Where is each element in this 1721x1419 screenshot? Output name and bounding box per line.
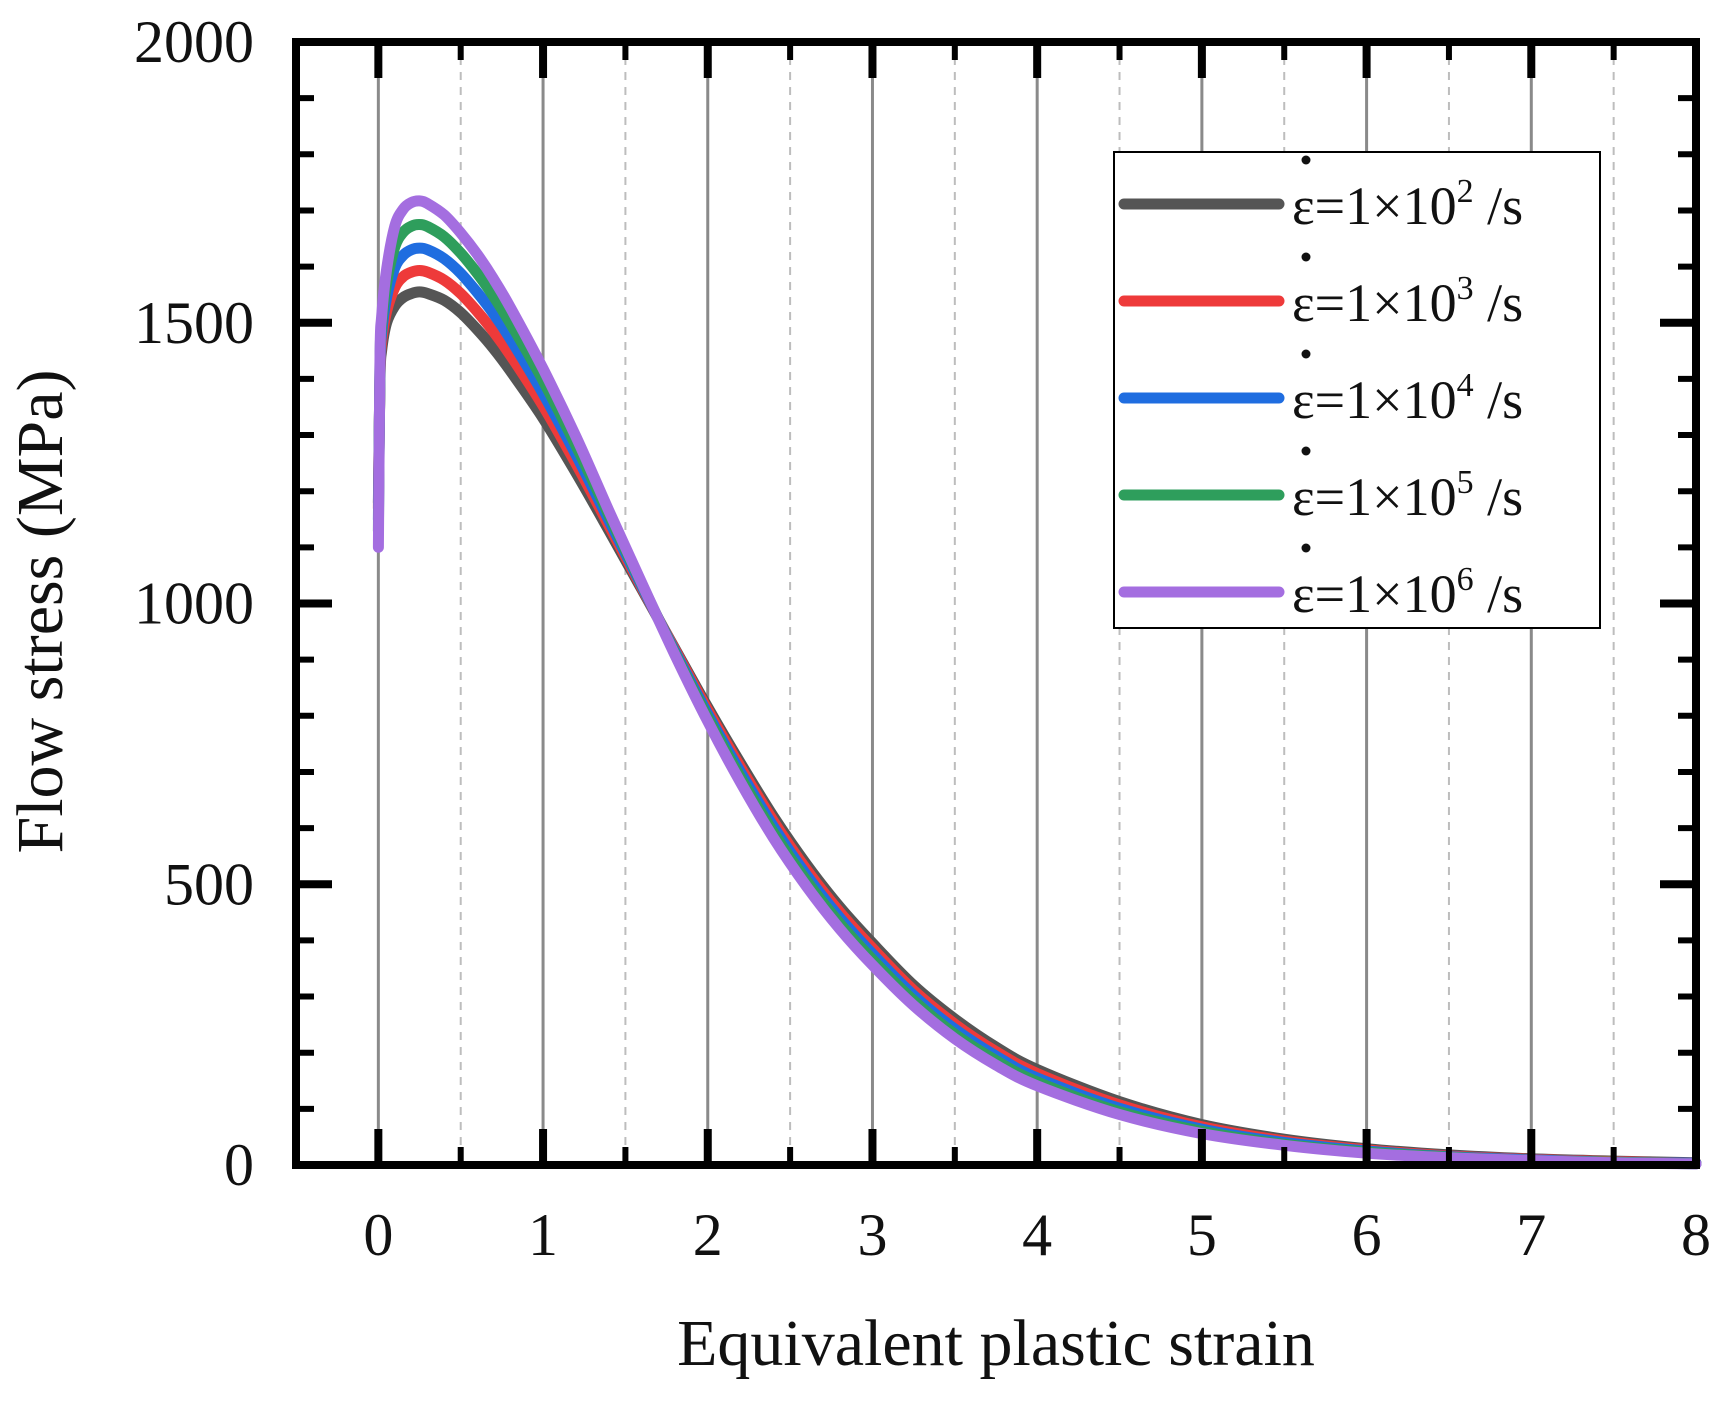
tick-labels: 0 1 2 3 4 5 6 7 8 0 500 1000 1500 2000: [134, 9, 1711, 1268]
x-tick-label: 6: [1352, 1202, 1382, 1268]
legend-label-1: ε=1×102 /s: [1292, 173, 1523, 236]
legend-label-prefix: ε=1×10: [1292, 176, 1457, 236]
y-tick-label: 0: [224, 1132, 254, 1198]
legend-label-exponent: 3: [1457, 270, 1474, 307]
legend-label-unit: /s: [1474, 564, 1524, 624]
legend-rate-dot: [1301, 446, 1311, 456]
legend-label-exponent: 5: [1457, 464, 1474, 501]
y-tick-label: 1000: [134, 571, 254, 637]
legend-label-prefix: ε=1×10: [1292, 273, 1457, 333]
x-tick-label: 7: [1516, 1202, 1546, 1268]
y-tick-label: 500: [164, 851, 254, 917]
x-tick-label: 4: [1022, 1202, 1052, 1268]
legend-label-3: ε=1×104 /s: [1292, 367, 1523, 430]
legend-rate-dot: [1301, 252, 1311, 262]
y-tick-label: 1500: [134, 290, 254, 356]
legend-label-5: ε=1×106 /s: [1292, 561, 1523, 624]
x-tick-label: 2: [693, 1202, 723, 1268]
x-axis-title: Equivalent plastic strain: [677, 1307, 1315, 1380]
x-tick-label: 0: [363, 1202, 393, 1268]
series-lines: [372, 195, 1702, 1170]
x-tick-label: 3: [857, 1202, 887, 1268]
legend-label-unit: /s: [1474, 370, 1524, 430]
legend-label-prefix: ε=1×10: [1292, 467, 1457, 527]
y-tick-label: 2000: [134, 9, 254, 75]
legend-label-4: ε=1×105 /s: [1292, 464, 1523, 527]
legend-label-exponent: 6: [1457, 561, 1474, 598]
legend-label-exponent: 4: [1457, 367, 1474, 404]
x-tick-label: 1: [528, 1202, 558, 1268]
x-tick-label: 5: [1187, 1202, 1217, 1268]
legend-label-unit: /s: [1474, 273, 1524, 333]
legend-box: [1113, 151, 1601, 629]
legend-label-unit: /s: [1474, 176, 1524, 236]
series-line-5: [372, 195, 1702, 1170]
legend-label-2: ε=1×103 /s: [1292, 270, 1523, 333]
legend: ε=1×102 /sε=1×103 /sε=1×104 /sε=1×105 /s…: [1113, 151, 1601, 629]
x-tick-label: 8: [1681, 1202, 1711, 1268]
y-axis-title: Flow stress (MPa): [4, 369, 77, 853]
legend-label-prefix: ε=1×10: [1292, 564, 1457, 624]
axis-ticks: [296, 38, 1700, 1169]
legend-label-exponent: 2: [1457, 173, 1474, 210]
legend-rate-dot: [1301, 349, 1311, 359]
legend-label-prefix: ε=1×10: [1292, 370, 1457, 430]
legend-rate-dot: [1301, 155, 1311, 165]
legend-label-unit: /s: [1474, 467, 1524, 527]
legend-rate-dot: [1301, 543, 1311, 553]
